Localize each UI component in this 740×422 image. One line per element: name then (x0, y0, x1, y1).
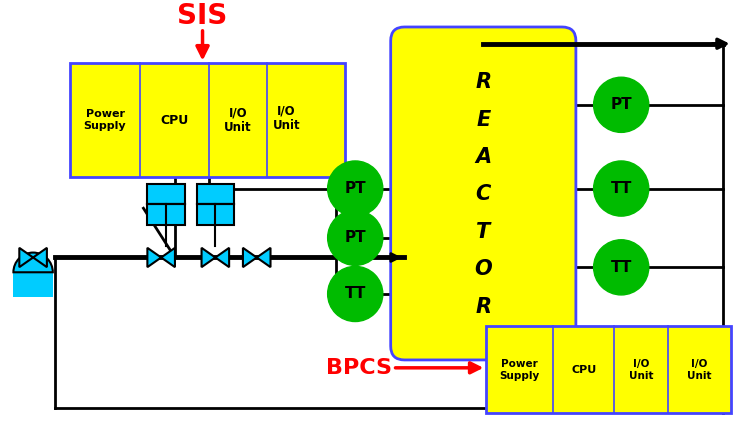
Text: TT: TT (610, 260, 632, 275)
Bar (13, 272, 53, 297)
Text: T: T (476, 222, 491, 242)
Text: CPU: CPU (161, 114, 189, 127)
Text: PT: PT (344, 181, 366, 196)
Text: TT: TT (345, 287, 366, 301)
Polygon shape (243, 248, 257, 267)
Bar (147, 204, 185, 225)
Text: PT: PT (610, 97, 632, 112)
Text: Power
Supply: Power Supply (84, 109, 127, 131)
Circle shape (593, 161, 649, 216)
Circle shape (328, 266, 383, 322)
Bar (197, 184, 234, 204)
Text: A: A (475, 147, 491, 167)
Polygon shape (19, 248, 33, 267)
Text: I/O
Unit: I/O Unit (629, 359, 653, 381)
Polygon shape (257, 248, 271, 267)
Polygon shape (201, 248, 215, 267)
Polygon shape (147, 248, 161, 267)
Polygon shape (215, 248, 229, 267)
Text: R: R (475, 72, 491, 92)
Text: PT: PT (344, 230, 366, 245)
Text: R: R (475, 297, 491, 317)
Text: I/O
Unit: I/O Unit (224, 106, 252, 134)
Text: Power
Supply: Power Supply (500, 359, 540, 381)
Text: I/O
Unit: I/O Unit (272, 104, 300, 132)
Text: E: E (476, 110, 491, 130)
FancyBboxPatch shape (391, 27, 576, 360)
Text: BPCS: BPCS (326, 358, 391, 378)
Text: TT: TT (610, 181, 632, 196)
Text: I/O
Unit: I/O Unit (687, 359, 711, 381)
Circle shape (328, 161, 383, 216)
Text: CPU: CPU (571, 365, 596, 375)
Polygon shape (33, 248, 47, 267)
Polygon shape (161, 248, 175, 267)
Bar (147, 184, 185, 204)
Bar (70, 63, 346, 177)
Wedge shape (13, 253, 53, 272)
Circle shape (593, 240, 649, 295)
Bar (197, 204, 234, 225)
Text: O: O (474, 259, 492, 279)
Bar (486, 327, 730, 413)
Text: C: C (476, 184, 491, 204)
Text: SIS: SIS (178, 2, 228, 30)
Circle shape (328, 210, 383, 265)
Circle shape (593, 77, 649, 133)
